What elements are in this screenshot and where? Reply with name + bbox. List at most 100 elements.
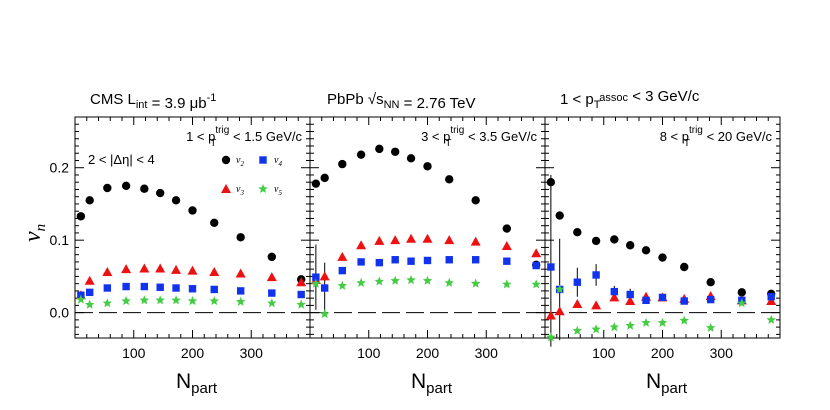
v5-point-p1-5 [390, 275, 400, 285]
v4-point-p2-0 [547, 263, 555, 271]
v3-point-p0-1 [84, 275, 95, 285]
v5-point-p1-1 [319, 309, 330, 319]
v2-point-p2-10 [737, 288, 747, 297]
v4-point-p0-6 [172, 284, 180, 292]
legend-label-v4: v4 [274, 155, 282, 168]
v4-point-p2-9 [706, 295, 715, 304]
v2-point-p1-2 [338, 159, 347, 169]
v3-point-p1-7 [422, 233, 433, 243]
v4-point-plegend-1 [259, 156, 267, 164]
v2-point-p0-6 [171, 196, 181, 205]
panel-high-pt-trig: 100 200 300 Npart 8 < ptrig T < 20 GeV/c [544, 116, 781, 397]
v4-point-p0-11 [297, 290, 305, 299]
v4-point-p1-5 [391, 256, 399, 264]
v4-point-p0-7 [188, 285, 197, 293]
x-axis-title: Npart [176, 370, 218, 397]
x-tick-label: 200 [651, 345, 675, 361]
v3-point-plegend-2 [221, 184, 231, 193]
x-axis-title: Npart [646, 370, 688, 397]
v5-point-p0-4 [139, 295, 150, 305]
v3-point-p0-10 [266, 272, 277, 282]
v5-point-p1-3 [356, 277, 366, 287]
v5-point-p1-9 [470, 278, 481, 288]
v3-point-p0-3 [121, 264, 132, 274]
v5-point-p2-6 [641, 317, 651, 327]
v2-point-p0-3 [121, 181, 131, 191]
v4-point-p1-3 [357, 258, 365, 266]
v4-point-p2-7 [658, 293, 667, 302]
v4-point-p0-8 [210, 285, 218, 294]
v3-point-p1-8 [444, 235, 455, 245]
v3-point-p1-6 [406, 233, 417, 243]
v2-point-p2-6 [641, 246, 651, 255]
v2-point-p1-6 [406, 154, 416, 163]
v5-point-p0-1 [84, 299, 95, 309]
header-cms-luminosity: CMS Lint = 3.9 μb-1 [90, 91, 216, 112]
x-tick-label: 100 [122, 345, 146, 361]
y-tick-label: 0.2 [50, 160, 70, 176]
v4-point-p1-9 [471, 256, 480, 264]
v5-point-p2-0 [546, 332, 556, 342]
x-tick-label: 100 [592, 345, 616, 361]
v3-point-p1-5 [390, 235, 401, 245]
x-tick-label: 300 [710, 345, 734, 361]
v5-point-p2-4 [609, 322, 620, 332]
v2-point-p0-9 [236, 233, 245, 242]
y-tick-label: 0.0 [50, 305, 70, 321]
v3-point-p2-0 [545, 310, 556, 320]
v4-point-p0-4 [140, 282, 149, 291]
v4-point-p0-9 [236, 287, 245, 295]
v2-point-p1-9 [471, 196, 480, 205]
v3-point-p2-3 [591, 300, 602, 310]
v2-point-p0-1 [85, 196, 94, 205]
v2-point-p0-10 [267, 252, 277, 262]
v2-point-p2-1 [555, 211, 564, 220]
v5-point-p0-7 [187, 296, 198, 306]
v2-point-p1-10 [502, 224, 512, 233]
panel-low-pt-trig: 100 200 300 0.0 0.1 0.2 Npart 1 < ptrig T < 1.5 … [50, 116, 311, 397]
v3-point-p1-3 [356, 240, 367, 250]
v2-point-p0-7 [188, 206, 197, 215]
v5-point-p2-3 [591, 324, 601, 334]
x-tick-label: 200 [416, 345, 440, 361]
v5-point-p0-8 [209, 296, 219, 306]
v5-point-p2-2 [572, 325, 583, 335]
v3-point-p0-8 [209, 267, 220, 277]
legend-label-v5: v5 [274, 184, 282, 197]
v2-point-p2-5 [625, 241, 635, 250]
y-tick-label: 0.1 [50, 232, 70, 248]
v4-point-p0-5 [156, 283, 164, 291]
v5-point-p2-8 [679, 315, 689, 325]
legend-label-v2: v2 [236, 155, 244, 168]
v4-point-p0-1 [85, 288, 94, 297]
header-assoc-pt-range: 1 < pTassoc < 3 GeV/c [560, 88, 700, 111]
v2-point-p2-3 [591, 236, 601, 246]
legend-label-v3: v3 [236, 184, 244, 197]
x-tick-label: 100 [357, 345, 381, 361]
v3-point-p2-5 [625, 296, 636, 306]
v2-point-p1-8 [445, 175, 454, 184]
v3-point-p2-11 [766, 296, 777, 306]
v2-point-p0-0 [76, 212, 86, 221]
v4-point-p1-2 [338, 266, 347, 275]
v2-point-p1-1 [320, 173, 329, 183]
v4-point-p0-10 [268, 289, 276, 297]
v3-point-p1-4 [374, 235, 385, 245]
v3-point-p2-1 [554, 306, 565, 316]
v3-point-p2-2 [572, 298, 583, 308]
v4-point-p1-6 [407, 257, 415, 265]
v2-point-plegend-0 [221, 155, 231, 165]
panel-pt-trig-label: 8 < ptrig T < 20 GeV/c [660, 125, 773, 149]
v4-point-p1-8 [445, 256, 453, 264]
v3-point-p0-6 [171, 264, 182, 274]
v5-point-p1-4 [374, 276, 385, 286]
eta-cut-label: 2 < |Δη| < 4 [88, 152, 155, 167]
v2-point-p0-2 [103, 183, 112, 193]
header-pbpb-energy: PbPb √sNN = 2.76 TeV [327, 91, 476, 112]
x-axis-title: Npart [411, 370, 453, 397]
v5-point-p0-0 [76, 294, 86, 304]
x-tick-label: 300 [475, 345, 499, 361]
y-axis-title: vn [20, 224, 49, 242]
panel-pt-trig-label: 3 < ptrig T < 3.5 GeV/c [421, 125, 537, 149]
